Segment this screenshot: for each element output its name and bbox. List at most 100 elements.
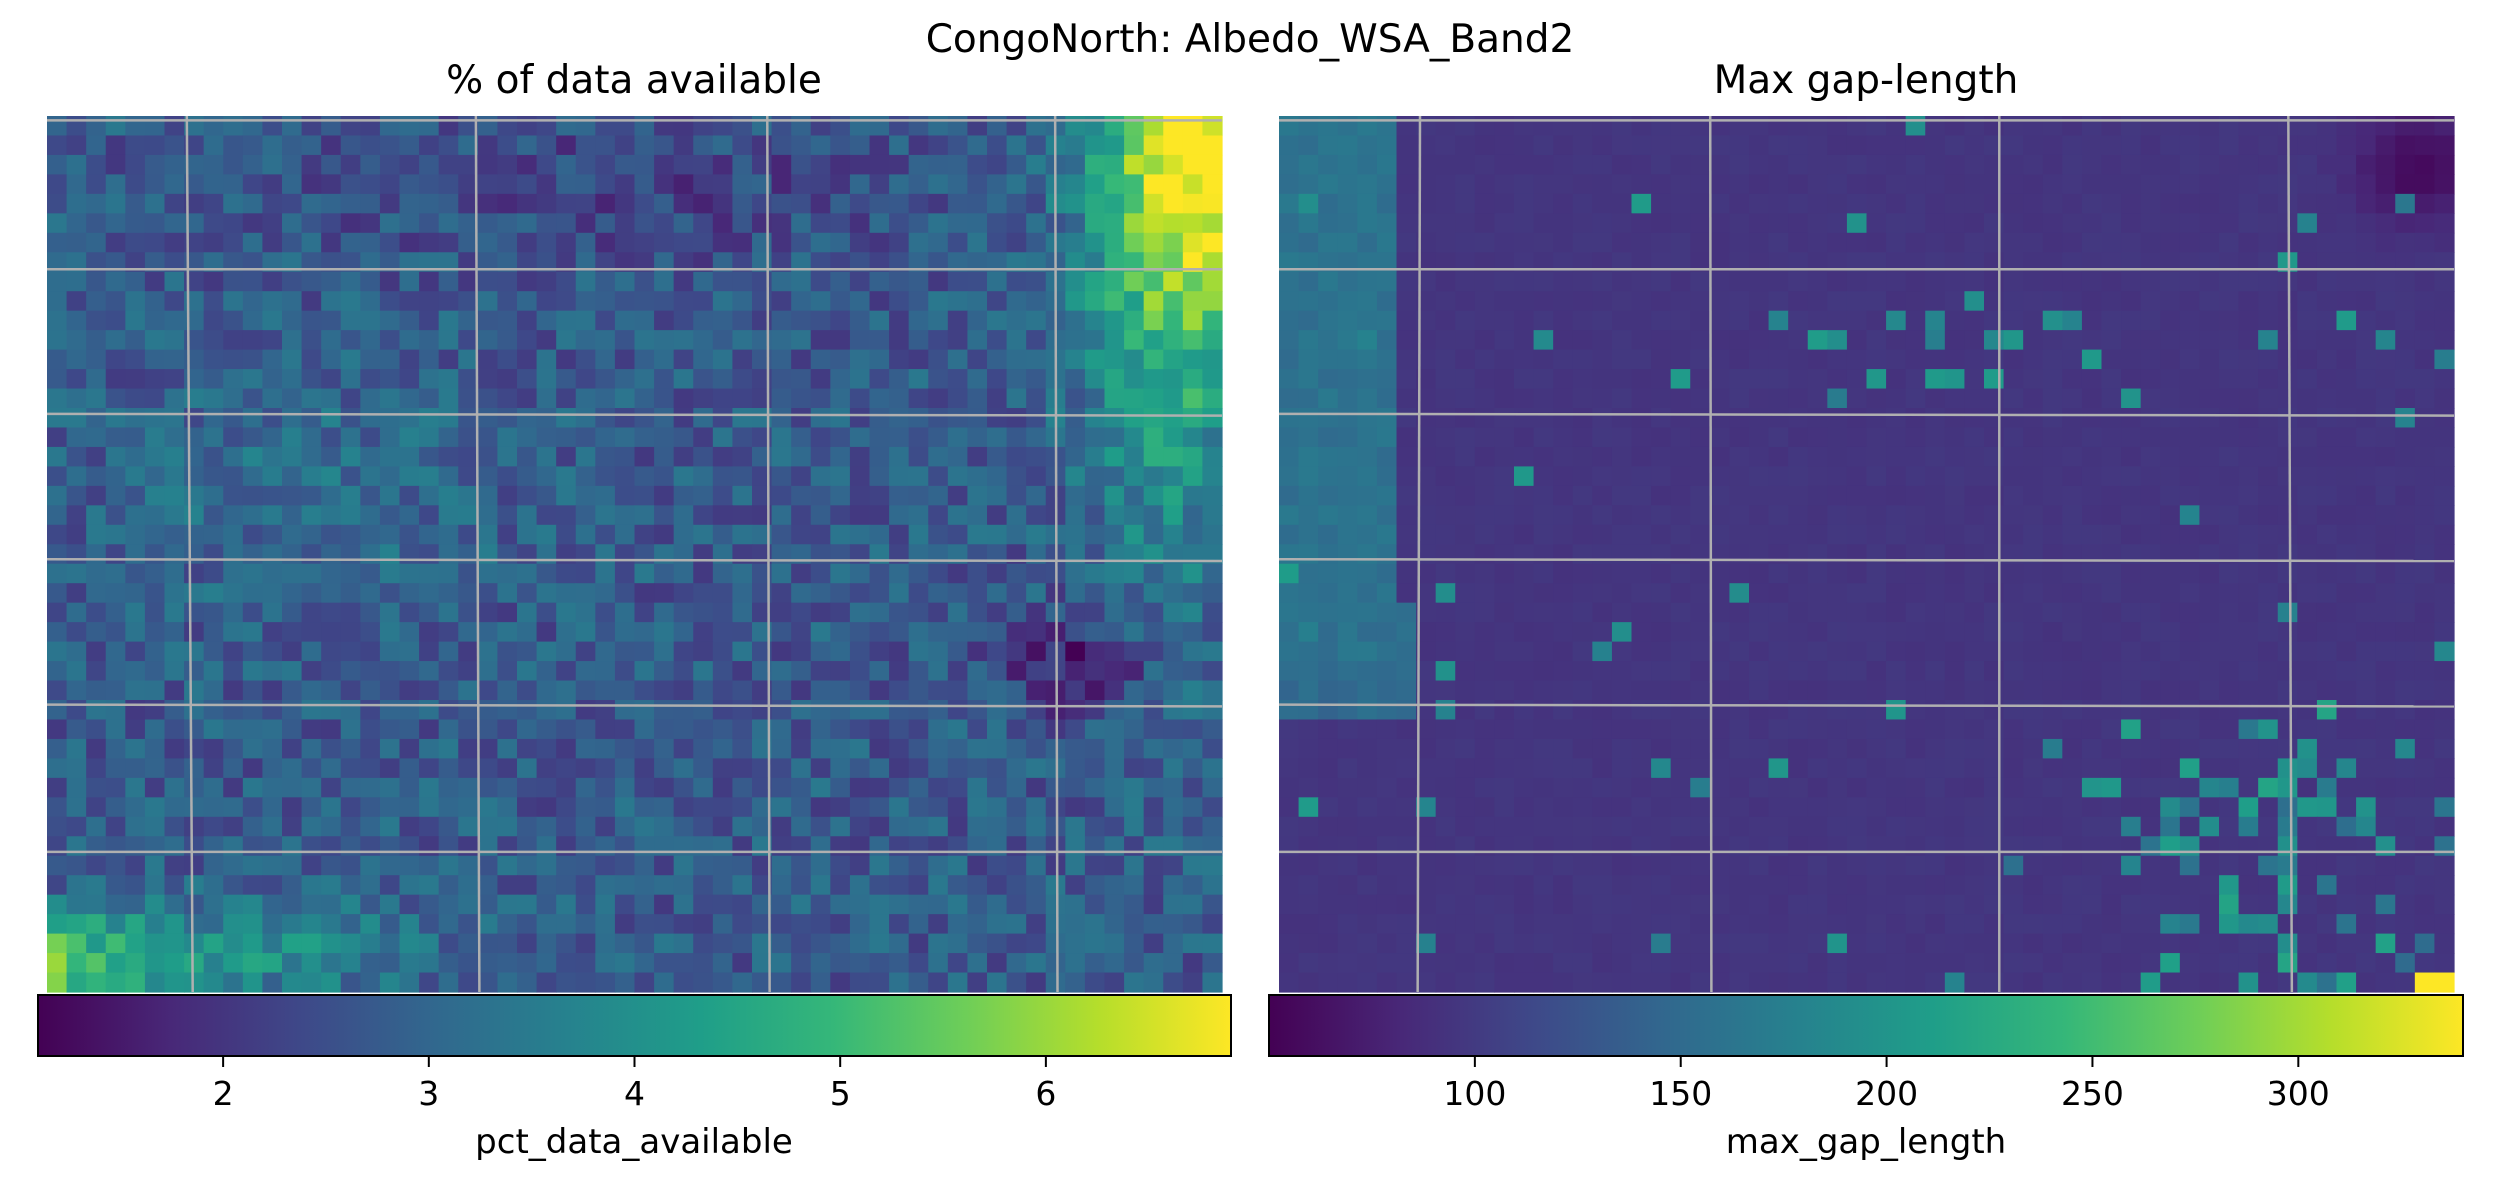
heatmap-cell: [282, 349, 303, 370]
heatmap-cell: [1045, 953, 1066, 974]
heatmap-cell: [1318, 583, 1339, 604]
heatmap-cell: [1182, 271, 1204, 292]
heatmap-cell: [1416, 174, 1437, 195]
heatmap-cell: [105, 485, 126, 506]
heatmap-cell: [105, 953, 126, 974]
heatmap-cell: [340, 193, 361, 214]
heatmap-cell: [947, 758, 969, 779]
heatmap-cell: [1182, 855, 1204, 876]
heatmap-cell: [869, 154, 890, 175]
heatmap-cell: [144, 953, 166, 974]
heatmap-cell: [1006, 738, 1027, 759]
heatmap-cell: [1886, 583, 1907, 604]
heatmap-cell: [360, 388, 381, 409]
heatmap-cell: [634, 661, 655, 682]
heatmap-cell: [458, 174, 479, 195]
heatmap-cell: [1788, 485, 1809, 506]
heatmap-cell: [1670, 213, 1691, 234]
heatmap-cell: [2414, 661, 2436, 682]
heatmap-cell: [1631, 193, 1652, 214]
heatmap-cell: [1749, 661, 1770, 682]
heatmap-cell: [1611, 135, 1633, 156]
heatmap-cell: [928, 271, 949, 292]
heatmap-cell: [2434, 816, 2455, 837]
heatmap-cell: [1084, 174, 1106, 195]
heatmap-cell: [987, 875, 1008, 896]
heatmap-cell: [575, 914, 596, 935]
heatmap-cell: [477, 330, 499, 351]
heatmap-cell: [1592, 330, 1613, 351]
heatmap-cell: [595, 116, 616, 137]
heatmap-cell: [438, 641, 459, 662]
heatmap-cell: [477, 505, 499, 526]
heatmap-cell: [1768, 563, 1789, 584]
heatmap-cell: [1886, 524, 1907, 545]
heatmap-cell: [1611, 330, 1633, 351]
heatmap-cell: [321, 914, 342, 935]
heatmap-cell: [2238, 427, 2259, 448]
heatmap-cell: [477, 797, 499, 818]
heatmap-cell: [438, 349, 459, 370]
heatmap-cell: [1768, 330, 1789, 351]
heatmap-cell: [2101, 836, 2122, 857]
heatmap-cell: [2179, 544, 2201, 565]
heatmap-cell: [47, 583, 68, 604]
heatmap-cell: [1690, 758, 1711, 779]
heatmap-cell: [517, 408, 538, 429]
heatmap-cell: [2356, 738, 2377, 759]
heatmap-cell: [2101, 369, 2122, 390]
heatmap-cell: [223, 797, 244, 818]
heatmap-cell: [497, 855, 518, 876]
heatmap-cell: [262, 836, 283, 857]
heatmap-cell: [1357, 252, 1378, 273]
heatmap-cell: [2081, 271, 2103, 292]
heatmap-cell: [144, 466, 166, 487]
heatmap-cell: [2258, 408, 2279, 429]
heatmap-cell: [1807, 310, 1828, 331]
heatmap-cell: [1026, 154, 1047, 175]
heatmap-cell: [438, 544, 459, 565]
heatmap-cell: [1396, 291, 1417, 312]
heatmap-cell: [536, 485, 557, 506]
heatmap-cell: [262, 135, 283, 156]
heatmap-cell: [947, 369, 969, 390]
heatmap-cell: [1984, 330, 2005, 351]
heatmap-cell: [1886, 252, 1907, 273]
heatmap-cell: [1651, 680, 1672, 701]
heatmap-cell: [379, 408, 401, 429]
heatmap-cell: [47, 602, 68, 623]
heatmap-cell: [908, 583, 929, 604]
heatmap-cell: [2395, 797, 2416, 818]
heatmap-cell: [614, 622, 636, 643]
heatmap-cell: [1846, 252, 1868, 273]
heatmap-cell: [1964, 174, 1985, 195]
heatmap-cell: [967, 427, 988, 448]
heatmap-cell: [673, 154, 694, 175]
heatmap-cell: [360, 213, 381, 234]
heatmap-cell: [2199, 213, 2220, 234]
heatmap-cell: [1474, 641, 1496, 662]
heatmap-cell: [184, 213, 205, 234]
heatmap-cell: [125, 252, 146, 273]
heatmap-cell: [1670, 777, 1691, 798]
heatmap-cell: [517, 330, 538, 351]
heatmap-cell: [1337, 427, 1358, 448]
heatmap-cell: [2238, 135, 2259, 156]
heatmap-cell: [2042, 427, 2063, 448]
heatmap-cell: [1905, 271, 1926, 292]
heatmap-cell: [419, 446, 440, 467]
heatmap-cell: [1318, 310, 1339, 331]
heatmap-cell: [2277, 485, 2298, 506]
heatmap-cell: [2101, 680, 2122, 701]
heatmap-cell: [693, 816, 714, 837]
heatmap-cell: [1886, 680, 1907, 701]
heatmap-cell: [517, 855, 538, 876]
heatmap-cell: [164, 855, 185, 876]
heatmap-cell: [752, 622, 773, 643]
heatmap-cell: [2297, 466, 2318, 487]
heatmap-cell: [2003, 797, 2024, 818]
heatmap-cell: [732, 953, 753, 974]
heatmap-cell: [1631, 310, 1652, 331]
heatmap-cell: [908, 408, 929, 429]
heatmap-cell: [399, 291, 420, 312]
